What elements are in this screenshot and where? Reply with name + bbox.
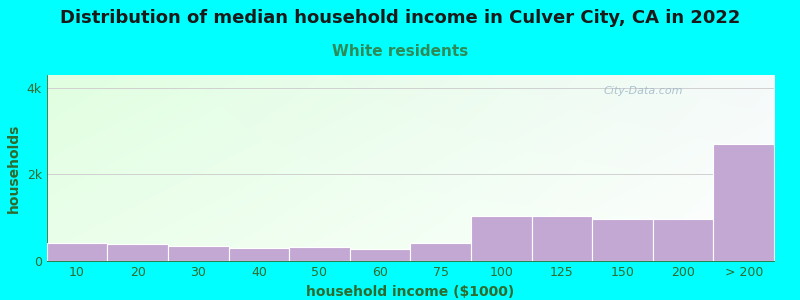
Bar	[289, 247, 350, 261]
Bar	[653, 219, 714, 261]
Bar	[410, 244, 471, 261]
Text: White residents: White residents	[332, 44, 468, 59]
Text: City-Data.com: City-Data.com	[603, 86, 683, 96]
Bar	[229, 248, 289, 261]
Bar	[471, 216, 531, 261]
Bar	[592, 219, 653, 261]
Bar	[350, 249, 410, 261]
Bar	[46, 243, 107, 261]
Text: Distribution of median household income in Culver City, CA in 2022: Distribution of median household income …	[60, 9, 740, 27]
Bar	[168, 246, 229, 261]
X-axis label: household income ($1000): household income ($1000)	[306, 285, 514, 299]
Bar	[714, 144, 774, 261]
Bar	[107, 244, 168, 261]
Y-axis label: households: households	[7, 123, 21, 213]
Bar	[531, 216, 592, 261]
